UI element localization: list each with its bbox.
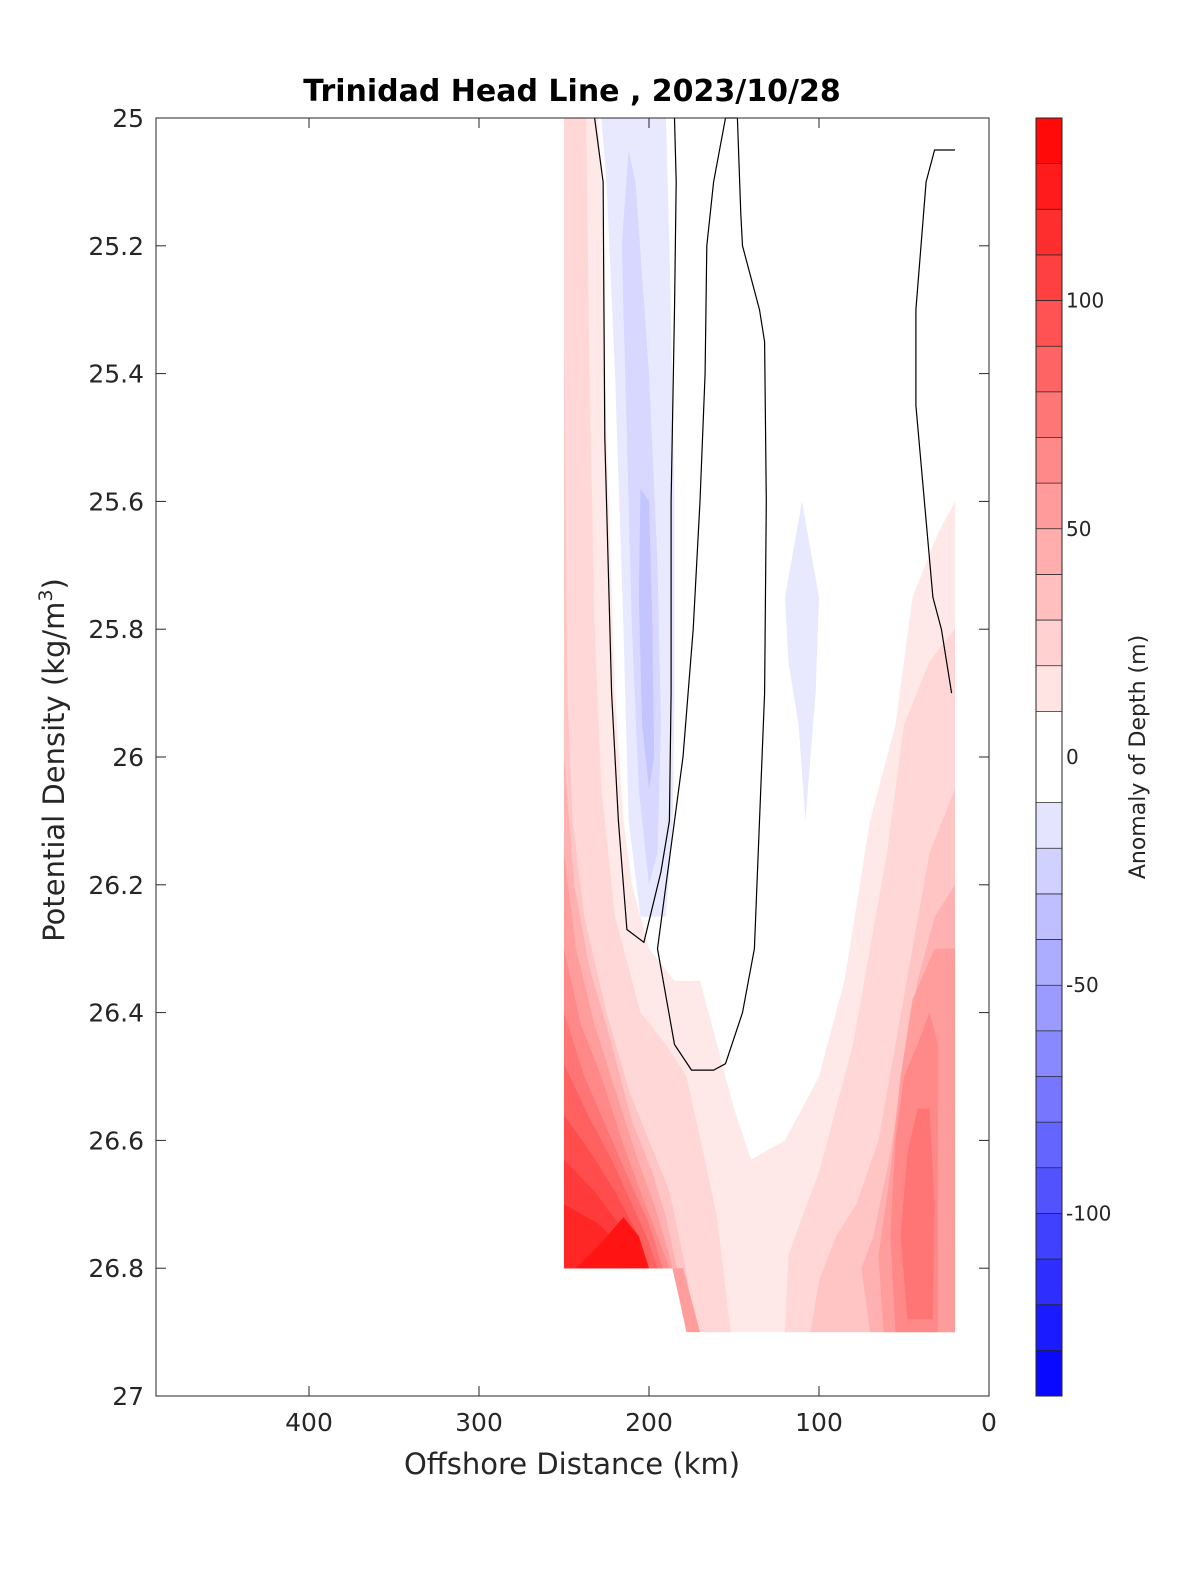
- y-axis-label-main: Potential Density (kg/m: [37, 602, 71, 942]
- colorbar-segment-25: [1036, 1304, 1062, 1351]
- colorbar-segment-15: [1036, 848, 1062, 894]
- zero-contour-lines: [594, 117, 955, 1071]
- plot-area: [155, 117, 990, 1397]
- colorbar-tick-label-3: -50: [1066, 973, 1099, 997]
- contour-region-level--30-17: [638, 488, 655, 789]
- x-tick-label-0: 400: [285, 1408, 333, 1437]
- colorbar-segment-11: [1036, 620, 1062, 666]
- y-tick-label-1: 25.2: [88, 232, 144, 261]
- colorbar-segment-23: [1036, 1213, 1062, 1260]
- colorbar-tick-label-2: 0: [1066, 745, 1079, 769]
- y-tick-label-0: 25: [112, 104, 144, 133]
- contour-line-2: [915, 149, 955, 694]
- colorbar: 100 50 0 -50 -100: [1035, 117, 1111, 1397]
- contour-region-level-20-1: [564, 118, 955, 1333]
- colorbar-tick-label-0: 100: [1066, 289, 1104, 313]
- y-tick-labels: 25 25.2 25.4 25.6 25.8 26 26.2 26.4 26.6 26.8 27: [88, 104, 144, 1411]
- y-tick-label-7: 26.4: [88, 999, 144, 1028]
- x-tick-label-3: 100: [795, 1408, 843, 1437]
- colorbar-segment-24: [1036, 1259, 1062, 1305]
- contour-region-level--10-15: [785, 501, 819, 821]
- x-tick-labels: 400 300 200 100 0: [285, 1408, 997, 1437]
- y-axis-label-superscript: 3: [35, 589, 57, 601]
- y-tick-label-5: 26: [112, 743, 144, 772]
- colorbar-segment-13: [1036, 711, 1062, 803]
- colorbar-segment-22: [1036, 1167, 1062, 1214]
- colorbar-segment-19: [1036, 1030, 1062, 1077]
- y-tick-label-2: 25.4: [88, 360, 144, 389]
- y-tick-label-10: 27: [112, 1382, 144, 1411]
- colorbar-segment-0: [1036, 118, 1062, 164]
- colorbar-segment-21: [1036, 1122, 1062, 1168]
- colorbar-segment-7: [1036, 437, 1062, 484]
- axis-ticks: [156, 117, 990, 1397]
- colorbar-segment-9: [1036, 528, 1062, 575]
- contour-region-level-120-13: [575, 1217, 649, 1269]
- colorbar-segment-1: [1036, 163, 1062, 210]
- x-tick-label-2: 200: [625, 1408, 673, 1437]
- colorbar-label-text: Anomaly of Depth (m): [1126, 635, 1151, 879]
- colorbar-tick-label-4: -100: [1066, 1201, 1111, 1225]
- colorbar-tick-label-1: 50: [1066, 517, 1091, 541]
- y-axis-label-end: ): [37, 578, 71, 589]
- x-axis-label: Offshore Distance (km): [404, 1447, 740, 1481]
- colorbar-segment-6: [1036, 391, 1062, 438]
- contour-line-1: [656, 117, 767, 1071]
- contour-region-level-70-8: [900, 1108, 935, 1320]
- colorbar-segment-20: [1036, 1076, 1062, 1123]
- colorbar-segment-16: [1036, 893, 1062, 940]
- colorbar-segment-18: [1036, 985, 1062, 1031]
- colorbar-frame: [1035, 117, 1063, 1397]
- colorbar-label: Anomaly of Depth (m): [1126, 635, 1151, 879]
- colorbar-segment-4: [1036, 300, 1062, 347]
- colorbar-segment-14: [1036, 802, 1062, 849]
- y-tick-label-9: 26.8: [88, 1254, 144, 1283]
- contour-line-0: [594, 117, 677, 944]
- x-tick-label-4: 0: [981, 1408, 997, 1437]
- chart-title: Trinidad Head Line , 2023/10/28: [303, 74, 840, 109]
- colorbar-segment-8: [1036, 483, 1062, 529]
- colorbar-segment-17: [1036, 939, 1062, 986]
- colorbar-segment-2: [1036, 209, 1062, 255]
- y-axis-label: Potential Density (kg/m3): [35, 578, 71, 942]
- svg-text:Potential Density (kg/m3): Potential Density (kg/m3): [35, 578, 71, 942]
- y-tick-label-4: 25.8: [88, 615, 144, 644]
- colorbar-segment-5: [1036, 346, 1062, 392]
- x-tick-label-1: 300: [455, 1408, 503, 1437]
- y-tick-label-6: 26.2: [88, 871, 144, 900]
- colorbar-segment-26: [1036, 1350, 1062, 1396]
- colorbar-segment-12: [1036, 665, 1062, 712]
- colorbar-segment-3: [1036, 254, 1062, 301]
- filled-contour-regions: [564, 118, 955, 1333]
- y-tick-label-3: 25.6: [88, 487, 144, 516]
- y-tick-label-8: 26.6: [88, 1126, 144, 1155]
- colorbar-segment-10: [1036, 574, 1062, 621]
